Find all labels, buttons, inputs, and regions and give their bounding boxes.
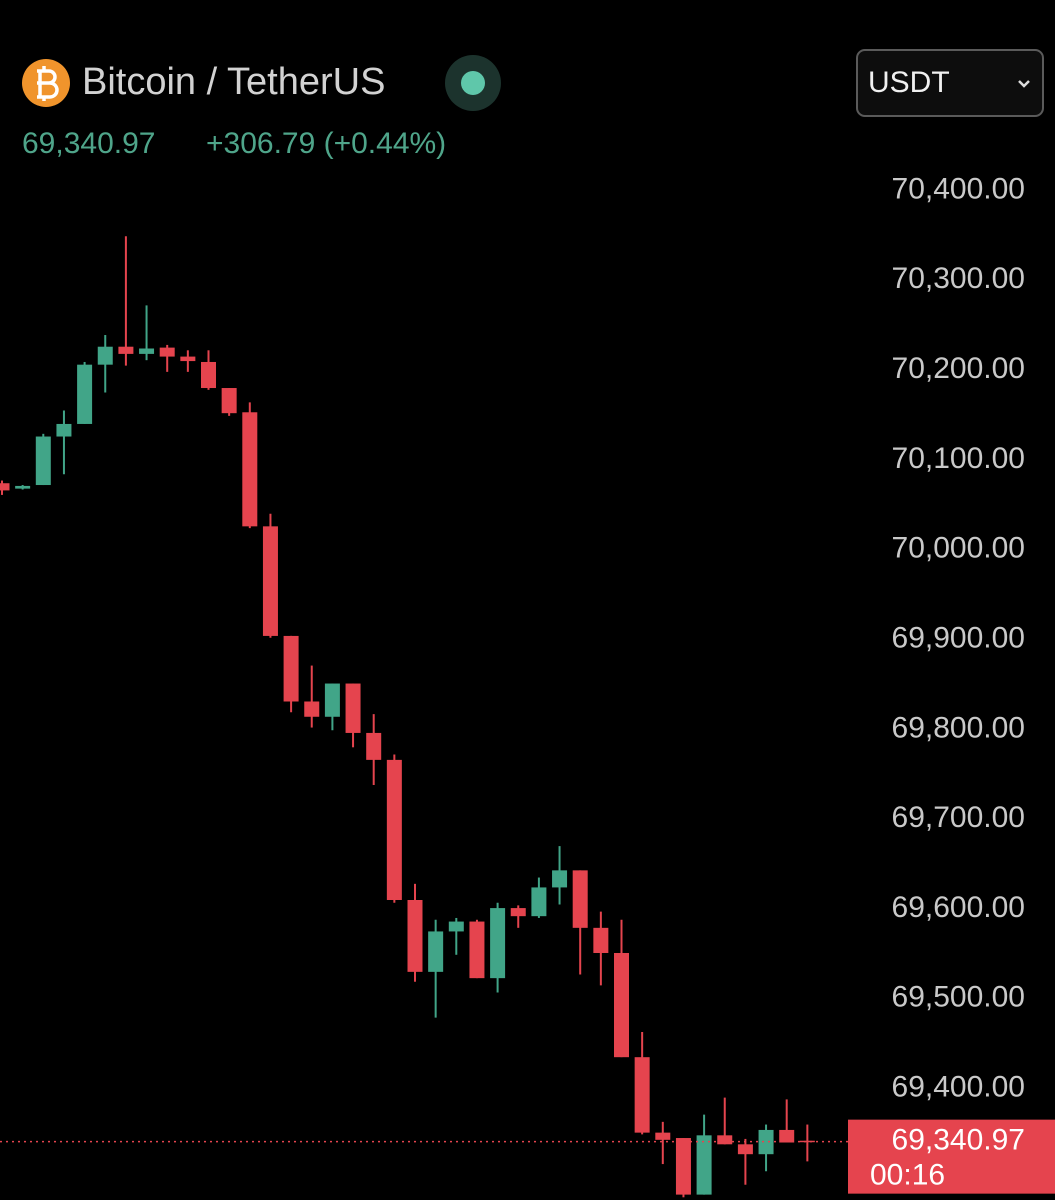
candle-body bbox=[799, 1140, 815, 1143]
candle-body bbox=[180, 356, 196, 362]
y-tick-label: 69,600.00 bbox=[892, 891, 1025, 924]
candle-body bbox=[779, 1129, 795, 1143]
y-tick-label: 69,500.00 bbox=[892, 981, 1025, 1014]
candle-body bbox=[758, 1129, 774, 1155]
candle-body bbox=[510, 908, 526, 917]
candle-body bbox=[283, 635, 299, 702]
y-tick-label: 69,800.00 bbox=[892, 711, 1025, 744]
candle-body bbox=[407, 900, 423, 972]
candle-body bbox=[531, 887, 547, 917]
candle-body bbox=[717, 1135, 733, 1145]
candle-body bbox=[304, 701, 320, 717]
candle-body bbox=[737, 1144, 753, 1155]
chevron[interactable] bbox=[1018, 80, 1030, 88]
candle-body bbox=[221, 388, 237, 414]
candle-body bbox=[696, 1135, 712, 1195]
y-tick-label: 69,700.00 bbox=[892, 801, 1025, 834]
candle-body bbox=[345, 683, 361, 733]
y-tick-label: 70,300.00 bbox=[892, 262, 1025, 295]
candle-body bbox=[614, 952, 629, 1058]
y-tick-label: 69,400.00 bbox=[892, 1071, 1025, 1104]
candle-body bbox=[56, 423, 72, 437]
candle-body bbox=[572, 870, 588, 928]
y-tick-label: 69,900.00 bbox=[892, 621, 1025, 654]
candle-body bbox=[593, 927, 609, 953]
candle-body bbox=[118, 346, 134, 354]
currency-label[interactable]: USDT bbox=[868, 66, 950, 99]
candle-body bbox=[655, 1132, 671, 1140]
candle-body bbox=[159, 347, 175, 357]
candle-body bbox=[201, 361, 216, 389]
candle-body bbox=[262, 526, 278, 636]
status-dot bbox=[461, 71, 485, 95]
last-price-label: 69,340.97 bbox=[892, 1124, 1025, 1157]
candle-body bbox=[552, 870, 568, 888]
y-tick-label: 70,200.00 bbox=[892, 352, 1025, 385]
candle-body bbox=[15, 485, 31, 489]
candle-body bbox=[242, 412, 258, 527]
last-price-tag bbox=[848, 1119, 1055, 1194]
candle-body bbox=[386, 759, 402, 900]
currency-box[interactable] bbox=[856, 49, 1044, 117]
candle-body bbox=[0, 483, 10, 491]
candle-body bbox=[634, 1057, 650, 1133]
y-tick-label: 70,400.00 bbox=[892, 172, 1025, 205]
header: Bitcoin / TetherUS 69,340.97 +306.79 (+0… bbox=[22, 55, 501, 160]
candle-body bbox=[366, 732, 382, 760]
candle-body bbox=[675, 1138, 691, 1195]
countdown: 00:16 bbox=[870, 1159, 945, 1192]
y-tick-label: 70,000.00 bbox=[892, 532, 1025, 565]
plot-area bbox=[0, 236, 815, 1198]
candle-body bbox=[77, 364, 93, 424]
candle-body bbox=[428, 931, 444, 972]
candle-body bbox=[490, 908, 506, 979]
header-price: 69,340.97 bbox=[22, 127, 155, 160]
symbol-title: Bitcoin / TetherUS bbox=[82, 61, 385, 103]
candle-body bbox=[35, 436, 51, 486]
candle-body bbox=[448, 921, 464, 932]
candle-body bbox=[324, 683, 340, 717]
currency-select[interactable]: USDT bbox=[856, 49, 1044, 117]
candle-body bbox=[469, 921, 485, 979]
candle-body bbox=[97, 346, 113, 365]
y-tick-label: 70,100.00 bbox=[892, 442, 1025, 475]
coin-symbol bbox=[37, 66, 59, 101]
candle-body bbox=[139, 348, 155, 354]
header-change: +306.79 (+0.44%) bbox=[206, 127, 446, 160]
